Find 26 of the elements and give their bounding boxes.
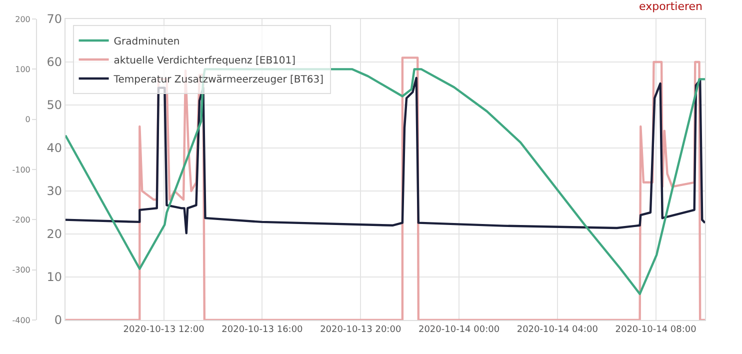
y2-tick-label: -100 — [12, 165, 30, 174]
legend-label: aktuelle Verdichterfrequenz [EB101] — [114, 55, 296, 66]
y-tick-label: 40 — [46, 141, 62, 156]
y-tick-label: 50 — [46, 98, 62, 112]
line-series — [65, 76, 705, 234]
x-tick-label: 2020-10-14 08:00 — [615, 324, 697, 335]
x-tick-label: 2020-10-13 16:00 — [222, 324, 304, 335]
y-tick-label: 10 — [46, 270, 62, 284]
x-tick-label: 2020-10-14 00:00 — [418, 324, 500, 335]
y-tick-label: 70 — [46, 12, 62, 26]
legend-label: Gradminuten — [114, 36, 180, 48]
text: exportieren — [639, 0, 703, 13]
y-tick-label: 0 — [54, 313, 62, 328]
y2-tick-label: -300 — [12, 266, 30, 275]
legend-label: Temperatur Zusatzwärmeerzeuger [BT63] — [112, 74, 324, 86]
y2-tick-label: 0 — [25, 115, 30, 124]
y2-tick-label: -200 — [12, 215, 30, 224]
y-tick-label: 60 — [46, 55, 62, 70]
x-tick-label: 2020-10-13 20:00 — [320, 324, 402, 335]
y-tick-label: 20 — [46, 227, 62, 242]
y2-tick-label: -400 — [12, 316, 30, 325]
x-tick-label: 2020-10-14 04:00 — [516, 324, 598, 335]
y2-tick-label: 100 — [15, 64, 30, 74]
y-tick-label: 30 — [46, 184, 62, 198]
x-tick-label: 2020-10-13 12:00 — [123, 324, 205, 335]
y2-tick-label: 200 — [15, 14, 30, 24]
